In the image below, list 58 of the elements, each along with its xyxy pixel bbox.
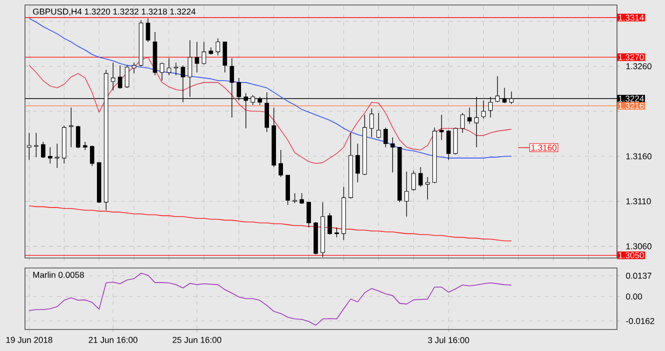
candlestick xyxy=(376,112,381,139)
candlestick xyxy=(328,212,332,235)
candlestick xyxy=(418,166,423,188)
x-tick-label: 25 Jun 16:00 xyxy=(172,336,222,343)
ref-line-label: 1.3050 xyxy=(618,252,644,258)
candlestick xyxy=(166,58,172,76)
candlestick xyxy=(124,64,130,88)
candlestick xyxy=(300,192,304,204)
ref-line-label: 1.3314 xyxy=(618,14,644,21)
candlestick xyxy=(460,112,465,134)
candlestick xyxy=(54,143,60,168)
ref-line-label: 1.3224 xyxy=(618,96,644,102)
candlestick xyxy=(90,145,94,166)
y-tick-label: 1.3060 xyxy=(626,243,652,250)
candlestick xyxy=(425,176,430,200)
y-tick-label: 1.3110 xyxy=(626,198,651,204)
candlestick xyxy=(41,142,46,158)
candlestick xyxy=(439,114,444,140)
candlestick xyxy=(222,42,228,73)
candlestick xyxy=(174,62,178,76)
candlestick xyxy=(132,62,136,74)
y-tick-label: 0.00 xyxy=(626,293,642,300)
x-tick-label: 21 Jun 16:00 xyxy=(88,336,138,343)
chart-title: Marlin 0.0058 xyxy=(33,272,84,278)
candlestick xyxy=(118,64,122,90)
y-tick-label: 1.3260 xyxy=(626,63,652,70)
x-tick-label: 3 Jul 16:00 xyxy=(428,336,470,344)
text: 1.3160 xyxy=(531,144,556,151)
candlestick xyxy=(446,130,451,160)
candlestick xyxy=(467,107,472,124)
y-tick-label: -0.0162 xyxy=(626,318,654,324)
candlestick xyxy=(48,146,52,164)
candlestick xyxy=(278,150,283,178)
candlestick xyxy=(383,127,388,148)
candlestick xyxy=(216,38,220,56)
candlestick xyxy=(27,132,32,160)
candlestick xyxy=(146,18,150,42)
candlestick xyxy=(194,42,200,73)
chart-title: GBPUSD,H4 1.3220 1.3232 1.3218 1.3224 xyxy=(33,8,196,16)
candlestick xyxy=(110,62,116,91)
y-tick-label: 1.3160 xyxy=(626,153,652,160)
candlestick xyxy=(370,108,374,138)
candlestick xyxy=(160,62,164,81)
candlestick xyxy=(76,125,80,148)
candlestick xyxy=(404,171,409,217)
candlestick xyxy=(34,132,38,158)
x-tick-label: 19 Jun 2018 xyxy=(6,336,52,343)
candlestick xyxy=(334,227,339,238)
candlestick xyxy=(356,143,360,183)
candlestick xyxy=(202,42,206,65)
candlestick xyxy=(390,137,395,173)
candlestick xyxy=(68,107,74,148)
candlestick xyxy=(306,202,311,228)
y-tick-label: 0.0137 xyxy=(626,272,652,279)
candlestick xyxy=(411,170,416,191)
candlestick xyxy=(292,192,297,204)
ref-line-label: 1.3216 xyxy=(618,102,644,109)
ref-line-label: 1.3270 xyxy=(618,54,644,60)
